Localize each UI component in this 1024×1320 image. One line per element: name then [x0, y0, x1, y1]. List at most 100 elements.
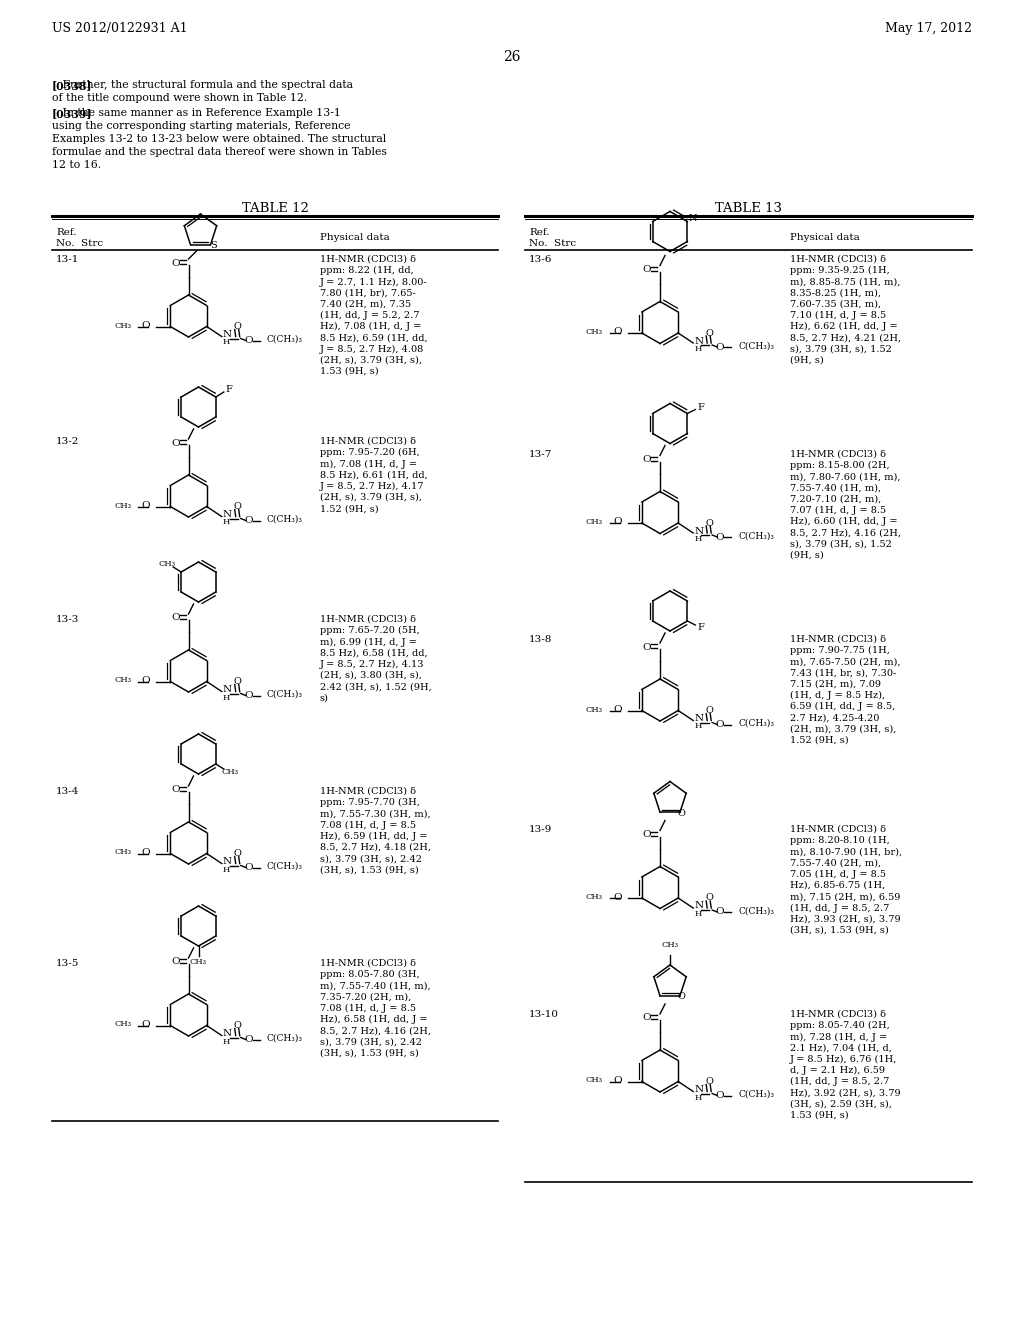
- Text: N: N: [222, 685, 231, 694]
- Text: 1H-NMR (CDCl3) δ: 1H-NMR (CDCl3) δ: [790, 255, 886, 264]
- Text: 7.20-7.10 (2H, m),: 7.20-7.10 (2H, m),: [790, 495, 882, 504]
- Text: Hz), 3.92 (2H, s), 3.79: Hz), 3.92 (2H, s), 3.79: [790, 1089, 901, 1097]
- Text: F: F: [225, 385, 232, 395]
- Text: O: O: [233, 1020, 242, 1030]
- Text: Ref.: Ref.: [56, 228, 77, 238]
- Text: F: F: [698, 623, 705, 631]
- Text: Further, the structural formula and the spectral data: Further, the structural formula and the …: [52, 81, 353, 90]
- Text: (3H, s), 1.53 (9H, s): (3H, s), 1.53 (9H, s): [319, 866, 419, 874]
- Text: O: O: [613, 892, 622, 902]
- Text: O: O: [613, 517, 622, 527]
- Text: H: H: [222, 1038, 230, 1045]
- Text: 6.59 (1H, dd, J = 8.5,: 6.59 (1H, dd, J = 8.5,: [790, 702, 895, 711]
- Text: 8.5 Hz), 6.59 (1H, dd,: 8.5 Hz), 6.59 (1H, dd,: [319, 334, 428, 342]
- Text: 8.5, 2.7 Hz), 4.18 (2H,: 8.5, 2.7 Hz), 4.18 (2H,: [319, 843, 431, 851]
- Text: Hz), 6.85-6.75 (1H,: Hz), 6.85-6.75 (1H,: [790, 880, 886, 890]
- Text: S: S: [210, 242, 217, 251]
- Text: 13-6: 13-6: [529, 255, 552, 264]
- Text: O: O: [706, 519, 713, 528]
- Text: using the corresponding starting materials, Reference: using the corresponding starting materia…: [52, 121, 350, 131]
- Text: ppm: 7.65-7.20 (5H,: ppm: 7.65-7.20 (5H,: [319, 626, 420, 635]
- Text: m), 6.99 (1H, d, J =: m), 6.99 (1H, d, J =: [319, 638, 417, 647]
- Text: (2H, s), 3.79 (3H, s),: (2H, s), 3.79 (3H, s),: [319, 356, 422, 364]
- Text: 7.15 (2H, m), 7.09: 7.15 (2H, m), 7.09: [790, 680, 881, 689]
- Text: C(CH₃)₃: C(CH₃)₃: [738, 907, 774, 916]
- Text: CH₃: CH₃: [190, 958, 207, 966]
- Text: O: O: [141, 502, 151, 510]
- Text: O: O: [233, 677, 242, 686]
- Text: 13-8: 13-8: [529, 635, 552, 644]
- Text: J = 8.5, 2.7 Hz), 4.08: J = 8.5, 2.7 Hz), 4.08: [319, 345, 424, 354]
- Text: m), 7.55-7.40 (1H, m),: m), 7.55-7.40 (1H, m),: [319, 981, 431, 990]
- Text: s), 3.79 (3H, s), 1.52: s), 3.79 (3H, s), 1.52: [790, 345, 892, 354]
- Text: 1H-NMR (CDCl3) δ: 1H-NMR (CDCl3) δ: [790, 825, 886, 834]
- Text: 13-9: 13-9: [529, 825, 552, 834]
- Text: O: O: [643, 1014, 651, 1023]
- Text: O: O: [716, 342, 725, 351]
- Text: ppm: 7.95-7.20 (6H,: ppm: 7.95-7.20 (6H,: [319, 449, 420, 457]
- Text: Physical data: Physical data: [319, 234, 390, 242]
- Text: of the title compound were shown in Table 12.: of the title compound were shown in Tabl…: [52, 92, 307, 103]
- Text: 13-5: 13-5: [56, 960, 80, 968]
- Text: O: O: [613, 705, 622, 714]
- Text: [0338]: [0338]: [52, 81, 92, 91]
- Text: CH₃: CH₃: [115, 502, 131, 510]
- Text: ppm: 7.90-7.75 (1H,: ppm: 7.90-7.75 (1H,: [790, 647, 890, 655]
- Text: 7.08 (1H, d, J = 8.5: 7.08 (1H, d, J = 8.5: [319, 1003, 416, 1012]
- Text: 1.53 (9H, s): 1.53 (9H, s): [790, 1111, 849, 1119]
- Text: C(CH₃)₃: C(CH₃)₃: [738, 342, 774, 351]
- Text: 1H-NMR (CDCl3) δ: 1H-NMR (CDCl3) δ: [319, 960, 416, 968]
- Text: CH₃: CH₃: [586, 327, 603, 337]
- Text: Hz), 6.59 (1H, dd, J =: Hz), 6.59 (1H, dd, J =: [319, 832, 427, 841]
- Text: formulae and the spectral data thereof were shown in Tables: formulae and the spectral data thereof w…: [52, 147, 387, 157]
- Text: (3H, s), 1.53 (9H, s): (3H, s), 1.53 (9H, s): [319, 1048, 419, 1057]
- Text: Ref.: Ref.: [529, 228, 550, 238]
- Text: C(CH₃)₃: C(CH₃)₃: [266, 515, 303, 524]
- Text: N: N: [222, 330, 231, 339]
- Text: 7.55-7.40 (1H, m),: 7.55-7.40 (1H, m),: [790, 483, 881, 492]
- Text: N: N: [688, 214, 696, 223]
- Text: N: N: [222, 857, 231, 866]
- Text: ppm: 8.05-7.40 (2H,: ppm: 8.05-7.40 (2H,: [790, 1022, 890, 1031]
- Text: C(CH₃)₃: C(CH₃)₃: [738, 719, 774, 729]
- Text: (3H, s), 2.59 (3H, s),: (3H, s), 2.59 (3H, s),: [790, 1100, 892, 1109]
- Text: CH₃: CH₃: [115, 849, 131, 857]
- Text: US 2012/0122931 A1: US 2012/0122931 A1: [52, 22, 187, 36]
- Text: ppm: 8.22 (1H, dd,: ppm: 8.22 (1H, dd,: [319, 267, 414, 276]
- Text: O: O: [171, 785, 180, 795]
- Text: 1H-NMR (CDCl3) δ: 1H-NMR (CDCl3) δ: [319, 615, 416, 624]
- Text: O: O: [245, 516, 253, 525]
- Text: O: O: [141, 1020, 151, 1030]
- Text: 8.5 Hz), 6.61 (1H, dd,: 8.5 Hz), 6.61 (1H, dd,: [319, 471, 428, 479]
- Text: O: O: [706, 894, 713, 903]
- Text: O: O: [716, 719, 725, 729]
- Text: No.  Strc: No. Strc: [529, 239, 577, 248]
- Text: [0339]: [0339]: [52, 108, 92, 119]
- Text: 8.5 Hz), 6.58 (1H, dd,: 8.5 Hz), 6.58 (1H, dd,: [319, 648, 428, 657]
- Text: F: F: [698, 403, 705, 412]
- Text: O: O: [643, 643, 651, 652]
- Text: 7.80 (1H, br), 7.65-: 7.80 (1H, br), 7.65-: [319, 289, 416, 297]
- Text: H: H: [222, 338, 230, 346]
- Text: 13-2: 13-2: [56, 437, 80, 446]
- Text: O: O: [141, 676, 151, 685]
- Text: 13-4: 13-4: [56, 787, 80, 796]
- Text: N: N: [694, 337, 703, 346]
- Text: CH₃: CH₃: [115, 1020, 131, 1028]
- Text: O: O: [613, 1076, 622, 1085]
- Text: O: O: [643, 455, 651, 465]
- Text: No.  Strc: No. Strc: [56, 239, 103, 248]
- Text: CH₃: CH₃: [221, 768, 239, 776]
- Text: CH₃: CH₃: [115, 676, 131, 685]
- Text: s), 3.79 (3H, s), 2.42: s), 3.79 (3H, s), 2.42: [319, 1038, 422, 1047]
- Text: d, J = 2.1 Hz), 6.59: d, J = 2.1 Hz), 6.59: [790, 1067, 885, 1074]
- Text: O: O: [677, 993, 685, 1002]
- Text: O: O: [643, 265, 651, 275]
- Text: H: H: [694, 1093, 701, 1101]
- Text: 1H-NMR (CDCl3) δ: 1H-NMR (CDCl3) δ: [790, 450, 886, 459]
- Text: ppm: 7.95-7.70 (3H,: ppm: 7.95-7.70 (3H,: [319, 799, 420, 808]
- Text: 8.35-8.25 (1H, m),: 8.35-8.25 (1H, m),: [790, 289, 881, 297]
- Text: Physical data: Physical data: [790, 234, 860, 242]
- Text: s), 3.79 (3H, s), 2.42: s), 3.79 (3H, s), 2.42: [319, 854, 422, 863]
- Text: O: O: [141, 847, 151, 857]
